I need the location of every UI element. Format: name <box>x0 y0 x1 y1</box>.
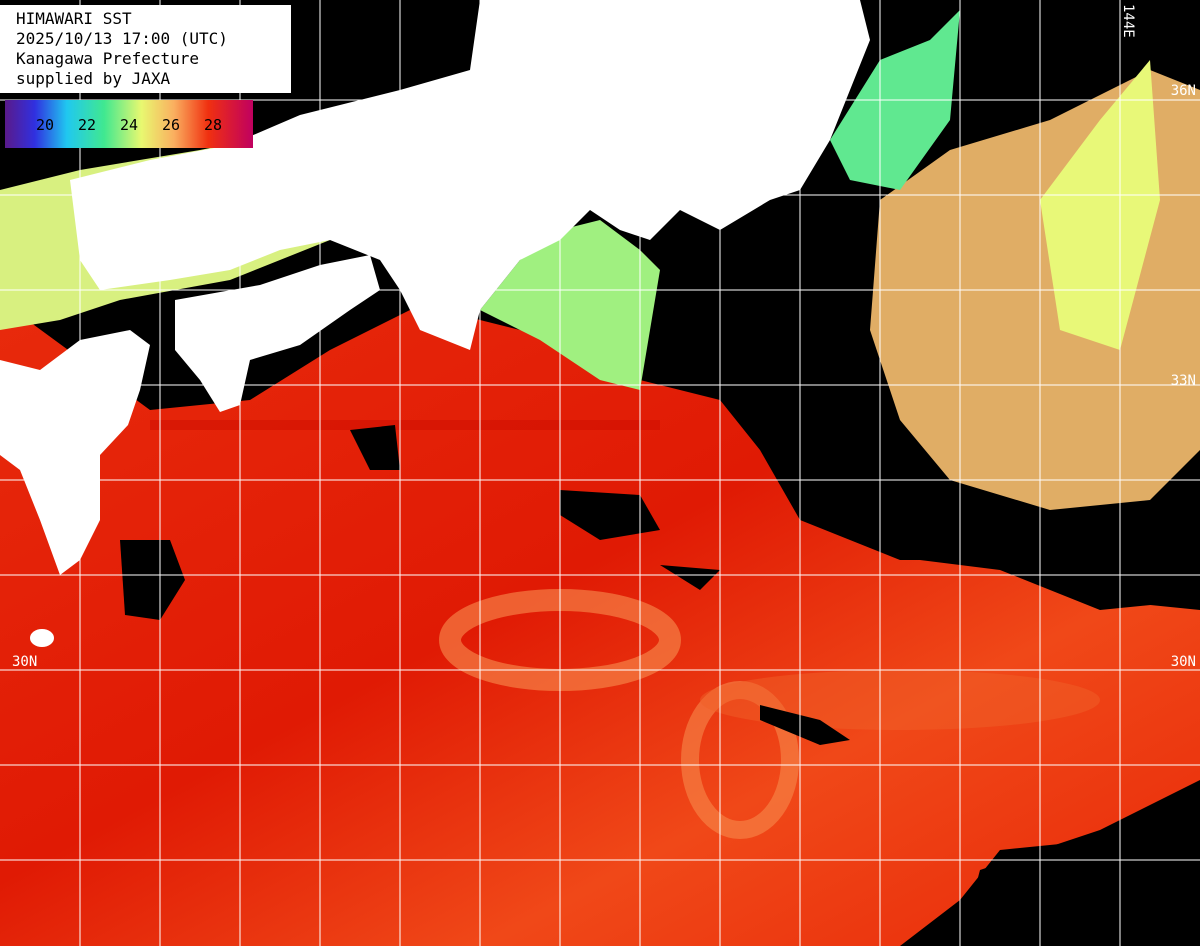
cloud <box>760 705 850 745</box>
latitude-label: 36N <box>1171 83 1196 99</box>
graticule-labels: 136E 144E 30N 36N 33N 30N <box>12 4 1196 670</box>
longitude-label: 136E <box>480 4 496 38</box>
cloud <box>900 500 1200 610</box>
latitude-label: 30N <box>12 654 37 670</box>
colorbar-tick-label: 22 <box>78 116 96 134</box>
colorbar-ticks: 20 22 24 26 28 <box>36 116 222 134</box>
colorbar-tick-label: 20 <box>36 116 54 134</box>
coastal-water <box>1040 60 1160 350</box>
cloud <box>350 425 400 470</box>
honshu <box>70 0 870 350</box>
colorbar <box>5 100 253 148</box>
cloud <box>560 490 660 540</box>
cloud <box>960 780 1200 946</box>
header-line: supplied by JAXA <box>16 69 170 88</box>
cloud <box>120 540 185 620</box>
header-line: 2025/10/13 17:00 (UTC) <box>16 29 228 48</box>
longitude-label: 144E <box>1120 4 1136 38</box>
land <box>0 0 870 647</box>
header-line: HIMAWARI SST <box>16 9 132 28</box>
shikoku <box>175 255 380 412</box>
cloud <box>660 565 720 590</box>
colorbar-tick-label: 28 <box>204 116 222 134</box>
latitude-label: 30N <box>1171 654 1196 670</box>
header-line: Kanagawa Prefecture <box>16 49 199 68</box>
latitude-label: 33N <box>1171 373 1196 389</box>
clouds <box>120 425 1200 946</box>
island <box>30 629 54 647</box>
colorbar-tick-label: 24 <box>120 116 138 134</box>
warm-band <box>150 420 660 430</box>
colorbar-tick-label: 26 <box>162 116 180 134</box>
coastal-water <box>480 220 660 390</box>
kyushu <box>0 330 150 575</box>
warm-ocean <box>0 300 1200 946</box>
header-box <box>0 5 291 93</box>
